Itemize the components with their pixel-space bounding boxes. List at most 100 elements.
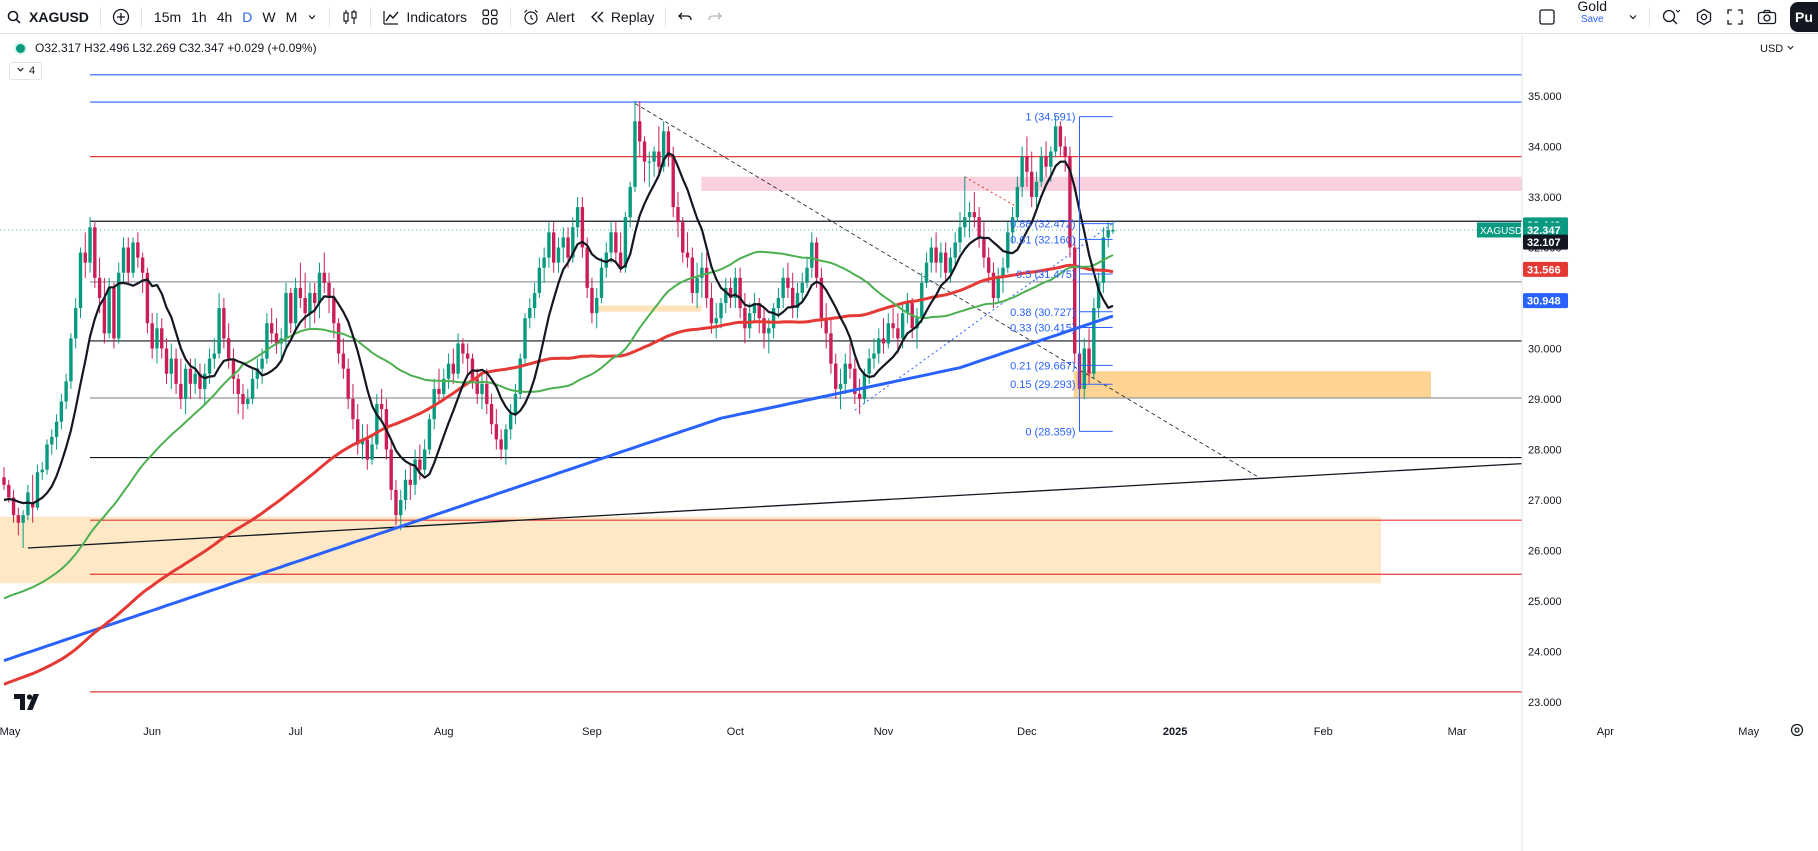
candle-body [800,282,804,293]
watchlist-dropdown[interactable] [1621,0,1645,34]
alert-button[interactable]: Alert [515,0,582,34]
candle [829,318,833,374]
price-tick-label: 29.000 [1528,394,1562,406]
candle-body [528,308,532,319]
candle-body [1015,186,1020,218]
candle-body [1111,229,1115,232]
candle-body [370,444,374,460]
settings-button[interactable] [1688,0,1720,34]
symbol-search-button[interactable]: XAGUSD [0,0,96,34]
undo-button[interactable] [670,0,700,34]
candle [805,257,809,288]
interval-w[interactable]: W [262,8,276,25]
candle [222,298,226,349]
candle-body [1025,156,1029,172]
candle-body [97,277,102,298]
price-label-value: 30.948 [1527,296,1561,308]
interval-15m[interactable]: 15m [153,8,182,25]
price-tick-label: 28.000 [1528,445,1562,457]
candle [394,479,398,526]
candle [1063,136,1067,172]
candle [203,363,207,405]
indicators-collapse-button[interactable]: 4 [9,62,43,80]
candle [356,404,360,455]
candle-body [327,282,331,298]
candle-body [986,257,991,273]
legend-open: O32.317 [35,41,82,55]
publish-button[interactable]: Pu [1790,2,1818,32]
gear-icon [1695,8,1713,26]
candle [733,267,738,309]
candle-body [313,292,317,304]
candle [145,267,150,334]
candle-body [188,368,193,384]
candle-body [757,303,761,319]
candle [628,181,632,228]
candle [155,313,159,364]
time-tick-label: Apr [1597,726,1614,738]
candle-body [470,358,475,379]
compare-symbol-button[interactable] [105,0,137,34]
chart-type-button[interactable] [334,0,366,34]
candle-body [719,303,723,319]
candle-body [652,151,656,162]
candle-body [26,492,30,516]
currency-selector[interactable]: USD [1760,40,1810,58]
chevron-down-icon[interactable] [302,12,322,22]
candle [542,247,546,283]
chart-settings-button[interactable] [1790,723,1804,742]
candle-body [50,436,54,445]
price-tick-label: 30.000 [1528,344,1562,356]
candle-body [40,469,44,473]
candle-body [580,207,585,248]
candle-body [217,308,221,354]
candle-body [1010,217,1015,233]
candle [853,358,857,405]
candle [1092,298,1096,379]
price-tick-label: 35.000 [1528,91,1562,103]
time-tick-label: Jun [143,726,161,738]
time-tick-label: Mar [1448,726,1467,738]
candle-body [681,222,685,253]
price-chart[interactable]: 1 (34.591) 0.88 (32.472) 0.61 (32.160) 0.5 … [0,35,1818,851]
legend-change: +0.029 (+0.09%) [227,41,317,55]
candle-body [303,298,307,314]
toolbar-divider [140,6,142,27]
candle-body [881,338,886,344]
candle-body [117,272,121,339]
redo-button[interactable] [700,0,730,34]
candle [1030,151,1034,208]
interval-1h[interactable]: 1h [191,8,207,25]
candle-body [972,212,977,218]
tradingview-logo[interactable] [14,690,42,716]
candle-body [771,308,776,329]
interval-m[interactable]: M [285,8,298,25]
time-tick-label: Feb [1314,726,1333,738]
candle-body [618,252,623,268]
candle [164,338,169,384]
watchlist-selector[interactable]: Gold Save [1563,0,1621,34]
templates-button[interactable] [474,0,506,34]
candle-body [752,303,757,314]
candle-body [1049,151,1053,167]
layout-toggle-button[interactable] [1531,0,1563,34]
replay-button[interactable]: Replay [582,0,662,34]
candle [781,267,785,309]
toolbar-divider [329,6,331,27]
candle [322,252,326,293]
candle [1044,141,1048,177]
candle-body [585,247,589,288]
indicators-button[interactable]: Indicators [375,0,474,34]
interval-d[interactable]: D [242,8,253,25]
candle [207,348,212,384]
candle [465,343,470,374]
candle-body [183,368,188,399]
candle-body [843,363,847,384]
fullscreen-button[interactable] [1720,0,1750,34]
candle [996,267,1000,304]
quick-search-button[interactable] [1654,0,1688,34]
candle-body [834,363,838,389]
interval-4h[interactable]: 4h [216,8,233,25]
candle-body [126,247,130,273]
snapshot-button[interactable] [1750,0,1784,34]
